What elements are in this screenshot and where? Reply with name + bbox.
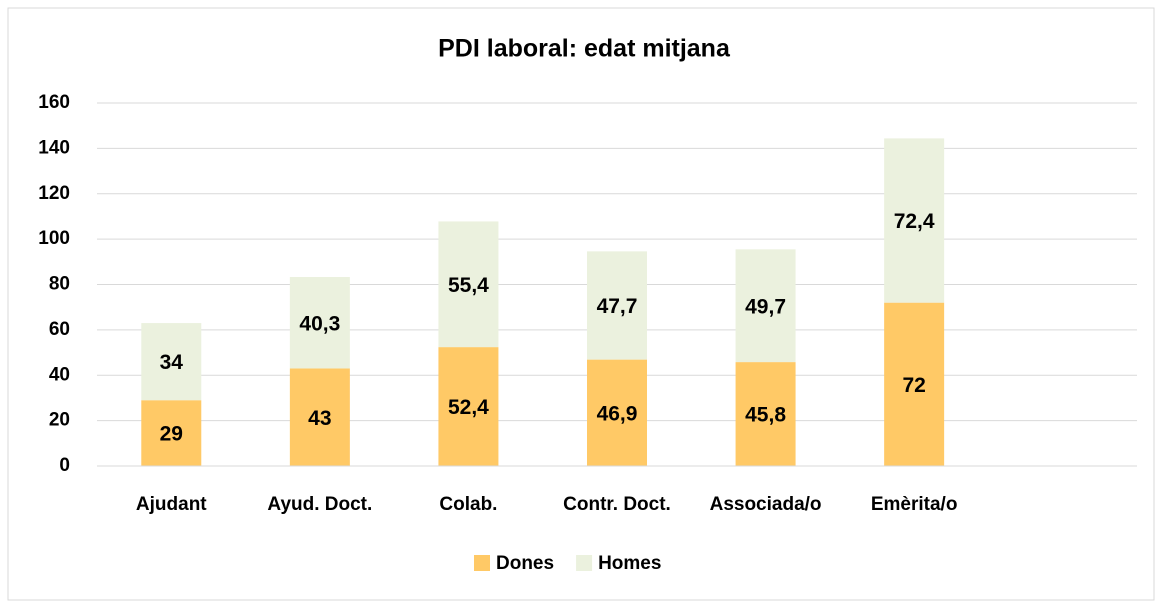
data-label: 49,7 (745, 295, 786, 318)
data-label: 45,8 (745, 404, 786, 427)
data-label: 55,4 (448, 274, 489, 297)
x-tick-label: Ayud. Doct. (267, 494, 372, 515)
bar-segment (587, 251, 647, 360)
y-tick-label: 140 (38, 137, 70, 158)
bar-segment (587, 359, 647, 466)
bar-segment (141, 323, 202, 401)
y-tick-label: 120 (38, 183, 70, 204)
x-tick-label: Ajudant (136, 494, 207, 515)
legend-label: Dones (496, 553, 554, 574)
data-label: 46,9 (597, 402, 638, 425)
legend-label: Homes (598, 553, 661, 574)
bar-segment (289, 277, 350, 369)
bar-segment (884, 138, 945, 303)
x-tick-label: Associada/o (710, 494, 822, 515)
y-tick-label: 0 (59, 455, 70, 476)
x-tick-label: Contr. Doct. (563, 494, 671, 515)
data-label: 52,4 (448, 396, 489, 419)
data-label: 40,3 (299, 312, 340, 335)
bar-segment (438, 347, 499, 466)
data-label: 29 (160, 423, 183, 446)
y-tick-label: 40 (49, 364, 70, 385)
y-tick-label: 60 (49, 319, 70, 340)
bar-segment (438, 221, 499, 348)
data-label: 72 (902, 374, 925, 397)
chart-title: PDI laboral: edat mitjana (438, 35, 731, 63)
y-tick-label: 100 (38, 228, 70, 249)
legend-swatch (576, 555, 593, 571)
data-label: 34 (160, 351, 184, 374)
legend-swatch (474, 555, 490, 571)
chart-frame (7, 7, 1155, 601)
data-label: 47,7 (597, 295, 638, 318)
y-tick-label: 160 (38, 92, 70, 113)
y-tick-label: 20 (49, 410, 70, 431)
data-label: 43 (308, 407, 331, 430)
bar-segment (735, 362, 796, 466)
bar-segment (141, 400, 202, 466)
bar-segment (735, 249, 796, 363)
bar-segment (884, 302, 945, 466)
x-tick-label: Colab. (439, 494, 497, 515)
bar-segment (289, 368, 350, 466)
data-label: 72,4 (894, 210, 935, 233)
x-tick-label: Emèrita/o (871, 494, 958, 515)
y-tick-label: 80 (49, 274, 70, 295)
